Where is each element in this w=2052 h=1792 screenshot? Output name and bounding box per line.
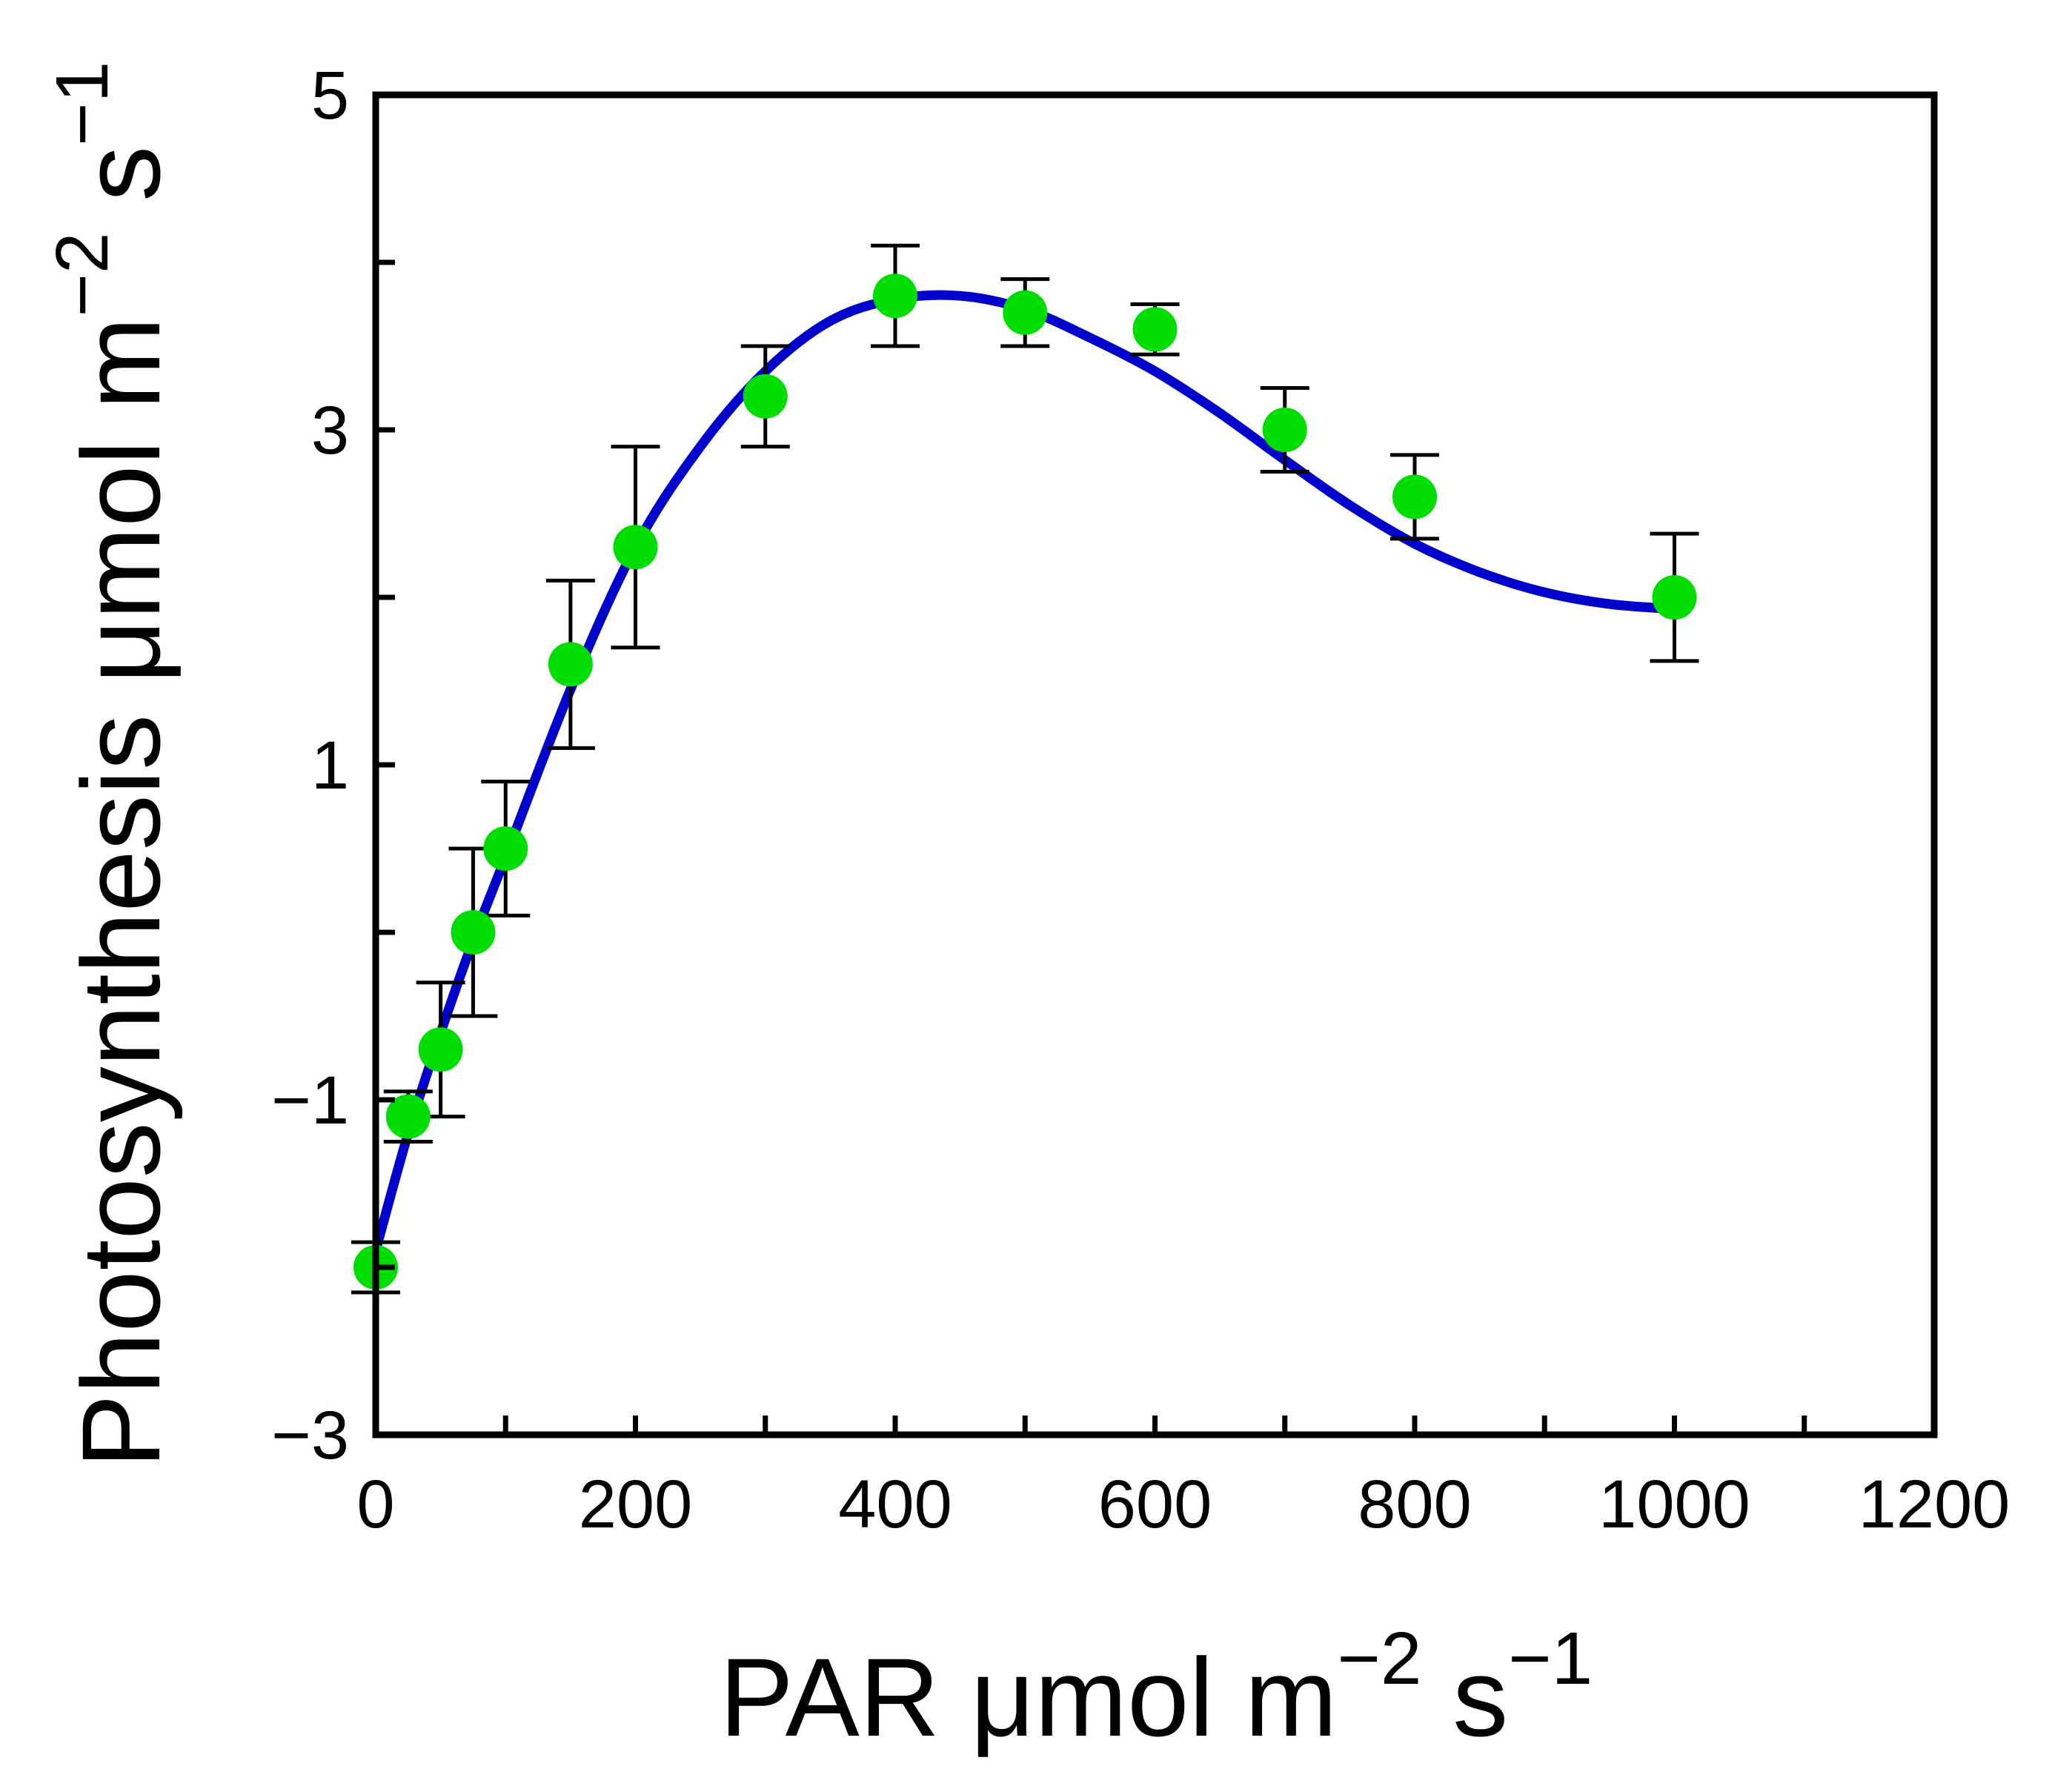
- x-tick-label: 400: [838, 1467, 952, 1542]
- y-tick-label: 5: [311, 58, 349, 133]
- y-tick-label: −3: [271, 1398, 349, 1473]
- y-tick-label: −1: [271, 1063, 349, 1138]
- data-point: [483, 826, 528, 871]
- data-point: [418, 1027, 463, 1072]
- data-point-layer: [353, 273, 1697, 1290]
- y-axis-title-mid: s: [59, 146, 183, 233]
- x-tick-label: 800: [1358, 1467, 1472, 1542]
- data-point: [548, 642, 593, 687]
- data-point: [1652, 575, 1697, 620]
- y-axis-title-main: Photosynthesis μmol m: [59, 317, 183, 1469]
- x-axis-title-main: PAR μmol m: [720, 1635, 1338, 1759]
- data-point: [451, 910, 496, 955]
- x-tick-label: 600: [1098, 1467, 1212, 1542]
- data-point: [613, 525, 658, 570]
- data-point: [743, 374, 788, 419]
- x-axis-title-mid: s: [1422, 1635, 1509, 1759]
- x-axis-title-exp2: −1: [1508, 1617, 1593, 1700]
- x-tick-label: 1000: [1598, 1467, 1750, 1542]
- data-point: [385, 1094, 431, 1139]
- data-point: [873, 273, 917, 319]
- tick-label-layer: 0 200 400 600 800 1000 1200 −3 −1 1 3 5: [271, 58, 2010, 1542]
- x-axis-title: PAR μmol m−2 s−1: [720, 1617, 1593, 1759]
- data-point: [1262, 408, 1307, 452]
- tick-layer: [376, 259, 1807, 1435]
- y-axis-title-exp2: −1: [41, 62, 124, 146]
- plot-area: [376, 95, 1934, 1435]
- y-axis-title: Photosynthesis μmol m−2 s−1: [41, 62, 183, 1468]
- data-point: [1132, 307, 1178, 352]
- x-tick-label: 0: [356, 1467, 394, 1542]
- data-point: [1392, 474, 1437, 520]
- y-tick-label: 3: [311, 393, 349, 468]
- data-point: [1003, 290, 1048, 335]
- y-tick-label: 1: [311, 728, 349, 803]
- x-tick-label: 1200: [1859, 1467, 2011, 1542]
- x-tick-label: 200: [579, 1467, 693, 1542]
- x-axis-title-exp1: −2: [1338, 1617, 1422, 1700]
- y-axis-title-exp1: −2: [41, 233, 124, 317]
